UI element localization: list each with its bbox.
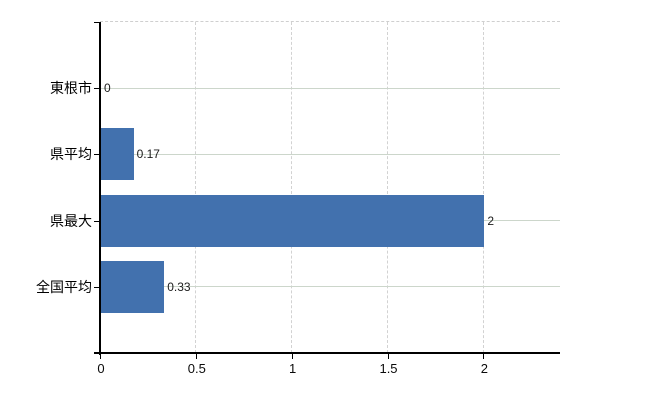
horizontal-gridline <box>100 87 560 89</box>
category-label: 全国平均 <box>36 278 92 295</box>
y-axis-tick <box>94 220 100 222</box>
y-axis-line <box>99 22 101 355</box>
x-axis-tick-label: 1 <box>289 361 297 376</box>
category-label: 東根市 <box>50 80 92 97</box>
x-axis-tick-label: 2 <box>480 361 488 376</box>
vertical-gridline <box>195 22 197 353</box>
x-axis-tick-label: 1.5 <box>379 361 398 376</box>
x-axis-tick <box>291 354 293 359</box>
category-label: 県平均 <box>50 146 92 163</box>
y-axis-tick <box>94 154 100 156</box>
x-axis-tick <box>195 354 197 359</box>
x-axis-tick <box>483 354 485 359</box>
y-axis-end-tick <box>94 22 100 23</box>
bar-value-label: 0.33 <box>167 279 191 294</box>
plot-top-border <box>100 21 560 22</box>
x-axis-line <box>94 352 560 354</box>
bar-県平均 <box>101 128 134 181</box>
y-axis-tick <box>94 286 100 288</box>
y-axis-tick <box>94 88 100 90</box>
vertical-gridline <box>291 22 293 353</box>
horizontal-gridline <box>100 153 560 155</box>
horizontal-gridline <box>100 286 560 288</box>
x-axis-tick-label: 0.5 <box>187 361 206 376</box>
x-axis-tick <box>387 354 389 359</box>
category-label: 県最大 <box>50 212 92 229</box>
vertical-gridline <box>482 22 484 353</box>
x-axis-tick <box>100 354 101 359</box>
bar-全国平均 <box>101 260 165 313</box>
vertical-gridline <box>387 22 388 353</box>
bar-value-label: 0 <box>104 81 111 96</box>
bar-県最大 <box>101 194 485 247</box>
bar-value-label: 2 <box>487 213 495 228</box>
bar-value-label: 0.17 <box>136 147 160 162</box>
x-axis-tick-label: 0 <box>97 361 105 376</box>
